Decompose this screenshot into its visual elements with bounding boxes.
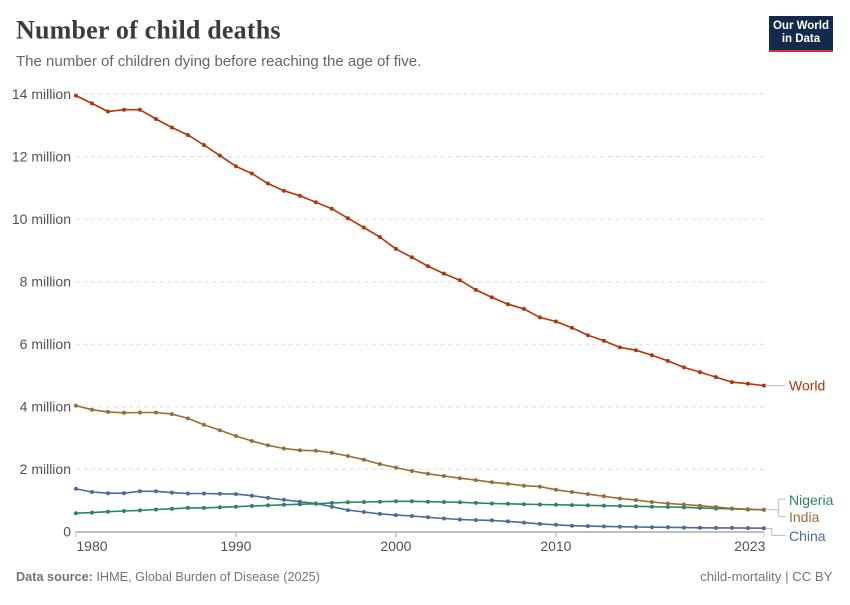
svg-text:The number of children dying b: The number of children dying before reac…	[16, 53, 421, 70]
svg-text:2010: 2010	[540, 538, 571, 554]
svg-text:14 million: 14 million	[12, 86, 71, 102]
svg-text:child-mortality | CC BY: child-mortality | CC BY	[700, 569, 833, 584]
svg-text:0: 0	[63, 524, 71, 540]
svg-text:Data source: IHME, Global Burd: Data source: IHME, Global Burden of Dise…	[16, 570, 320, 584]
svg-text:2000: 2000	[380, 538, 411, 554]
svg-text:6 million: 6 million	[20, 336, 71, 352]
svg-text:2023: 2023	[734, 538, 765, 554]
svg-text:1980: 1980	[76, 538, 107, 554]
svg-text:Number of child deaths: Number of child deaths	[16, 15, 281, 44]
svg-text:World: World	[789, 378, 825, 394]
svg-text:12 million: 12 million	[12, 148, 71, 164]
svg-text:4 million: 4 million	[20, 399, 71, 415]
svg-text:Nigeria: Nigeria	[789, 492, 834, 508]
svg-text:8 million: 8 million	[20, 274, 71, 290]
svg-text:China: China	[789, 528, 826, 544]
svg-text:India: India	[789, 509, 820, 525]
svg-text:10 million: 10 million	[12, 211, 71, 227]
svg-text:1990: 1990	[220, 538, 251, 554]
svg-text:2 million: 2 million	[20, 461, 71, 477]
